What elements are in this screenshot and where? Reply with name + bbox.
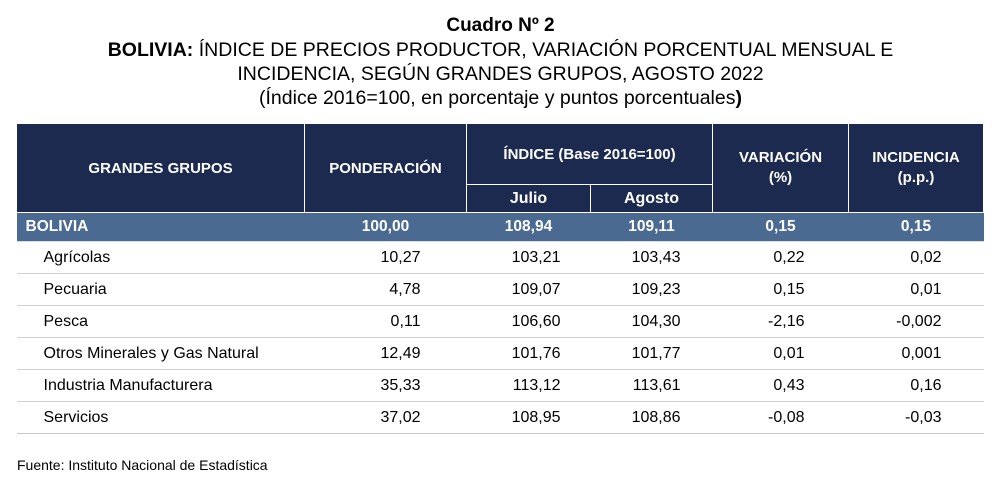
row-incidencia: -0,03 (848, 401, 984, 434)
data-table: GRANDES GRUPOS PONDERACIÓN ÍNDICE (Base … (16, 123, 984, 434)
table-number: Cuadro Nº 2 (446, 15, 555, 36)
row-variacion: -2,16 (712, 305, 849, 338)
row-agosto: 101,77 (590, 337, 713, 370)
row-variacion: 0,22 (712, 241, 849, 274)
table-row: Pesca 0,11 106,60 104,30 -2,16 -0,002 (16, 305, 984, 338)
table-row: Agrícolas 10,27 103,21 103,43 0,22 0,02 (16, 241, 984, 274)
row-julio: 101,76 (466, 337, 591, 370)
row-name: Industria Manufacturera (16, 369, 305, 402)
header-julio: Julio (466, 184, 591, 213)
row-variacion: 0,15 (712, 273, 849, 306)
row-variacion: 0,43 (712, 369, 849, 402)
row-name: Otros Minerales y Gas Natural (16, 337, 305, 370)
header-ponderacion: PONDERACIÓN (304, 123, 467, 213)
row-incidencia: 0,16 (848, 369, 984, 402)
table-row: Pecuaria 4,78 109,07 109,23 0,15 0,01 (16, 273, 984, 306)
header-variacion: VARIACIÓN (%) (712, 123, 849, 213)
header-incidencia: INCIDENCIA (p.p.) (848, 123, 984, 213)
total-julio: 108,94 (466, 212, 591, 242)
title-country: BOLIVIA: (107, 39, 194, 61)
source-note: Fuente: Instituto Nacional de Estadístic… (17, 457, 268, 473)
row-ponderacion: 10,27 (304, 241, 467, 274)
title-rest: ÍNDICE DE PRECIOS PRODUCTOR, VARIACIÓN P… (193, 39, 894, 61)
table-subtitle: (Índice 2016=100, en porcentaje y puntos… (0, 86, 1001, 110)
header-variacion-line1: VARIACIÓN (738, 149, 823, 166)
title-block: Cuadro Nº 2 BOLIVIA: ÍNDICE DE PRECIOS P… (0, 14, 1001, 110)
header-grandes-grupos: GRANDES GRUPOS (16, 123, 305, 213)
header-incidencia-line2: (p.p.) (897, 169, 935, 186)
row-agosto: 113,61 (590, 369, 713, 402)
total-name: BOLIVIA (16, 212, 305, 242)
table-row: Otros Minerales y Gas Natural 12,49 101,… (16, 337, 984, 370)
row-name: Agrícolas (16, 241, 305, 274)
table-row: Industria Manufacturera 35,33 113,12 113… (16, 369, 984, 402)
table-title-line-1: BOLIVIA: ÍNDICE DE PRECIOS PRODUCTOR, VA… (0, 38, 1001, 62)
row-agosto: 109,23 (590, 273, 713, 306)
subtitle-text: (Índice 2016=100, en porcentaje y puntos… (259, 87, 736, 109)
header-indice: ÍNDICE (Base 2016=100) (466, 123, 713, 185)
row-agosto: 104,30 (590, 305, 713, 338)
total-row: BOLIVIA 100,00 108,94 109,11 0,15 0,15 (16, 212, 984, 242)
row-incidencia: -0,002 (848, 305, 984, 338)
row-variacion: -0,08 (712, 401, 849, 434)
row-julio: 108,95 (466, 401, 591, 434)
row-ponderacion: 37,02 (304, 401, 467, 434)
table-row: Servicios 37,02 108,95 108,86 -0,08 -0,0… (16, 401, 984, 434)
total-agosto: 109,11 (590, 212, 713, 242)
row-incidencia: 0,01 (848, 273, 984, 306)
header-incidencia-line1: INCIDENCIA (872, 149, 960, 166)
header-agosto: Agosto (590, 184, 713, 213)
table-title-line-2: INCIDENCIA, SEGÚN GRANDES GRUPOS, AGOSTO… (237, 63, 764, 85)
row-julio: 113,12 (466, 369, 591, 402)
subtitle-close: ) (735, 87, 742, 109)
row-agosto: 103,43 (590, 241, 713, 274)
total-variacion: 0,15 (712, 212, 849, 242)
row-ponderacion: 12,49 (304, 337, 467, 370)
total-incidencia: 0,15 (848, 212, 984, 242)
row-name: Servicios (16, 401, 305, 434)
row-ponderacion: 0,11 (304, 305, 467, 338)
row-julio: 109,07 (466, 273, 591, 306)
row-name: Pecuaria (16, 273, 305, 306)
row-name: Pesca (16, 305, 305, 338)
row-julio: 106,60 (466, 305, 591, 338)
header-variacion-line2: (%) (768, 169, 793, 186)
row-incidencia: 0,02 (848, 241, 984, 274)
row-incidencia: 0,001 (848, 337, 984, 370)
row-variacion: 0,01 (712, 337, 849, 370)
row-julio: 103,21 (466, 241, 591, 274)
row-ponderacion: 35,33 (304, 369, 467, 402)
row-agosto: 108,86 (590, 401, 713, 434)
row-ponderacion: 4,78 (304, 273, 467, 306)
total-ponderacion: 100,00 (304, 212, 467, 242)
